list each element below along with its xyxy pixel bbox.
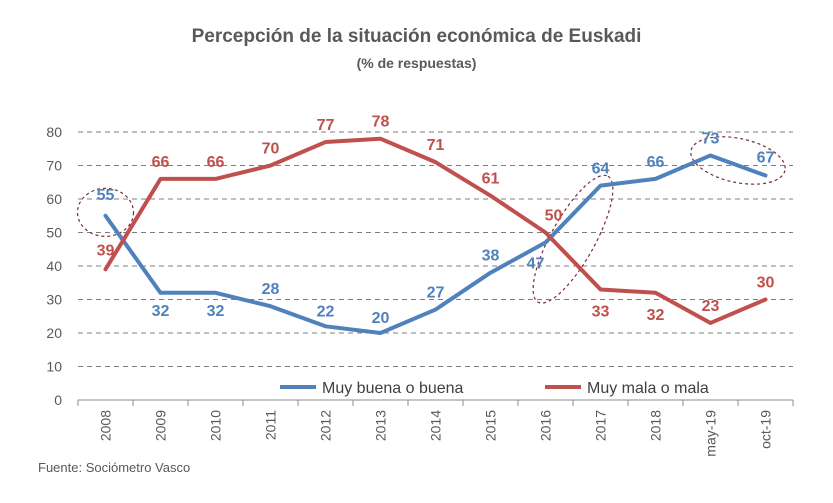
data-label-buena: 47 [527,256,545,273]
data-label-mala: 33 [592,303,610,320]
data-label-mala: 78 [372,114,390,131]
data-label-buena: 73 [702,130,720,147]
data-label-buena: 20 [372,310,390,327]
x-tick-label: 2018 [648,410,664,441]
series-line-mala [103,136,768,325]
data-label-mala: 32 [647,307,665,324]
legend-label: Muy mala o mala [587,380,709,397]
annotation-ellipse-2019 [690,136,786,185]
data-label-buena: 28 [262,281,280,298]
source-note: Fuente: Sociómetro Vasco [38,460,191,475]
data-label-buena: 64 [592,161,610,178]
x-tick-label: 2010 [208,410,224,441]
x-tick-label: 2015 [483,410,499,441]
x-tick-label: 2016 [538,410,554,441]
y-tick-label: 80 [46,124,62,140]
data-label-mala: 77 [317,117,335,134]
data-label-buena: 67 [757,150,775,167]
data-label-mala: 39 [97,242,115,259]
y-tick-label: 0 [54,392,62,408]
data-label-mala: 23 [702,298,720,315]
data-label-mala: 66 [207,154,225,171]
data-label-mala: 61 [482,171,500,188]
y-tick-label: 50 [46,225,62,241]
series-line-buena [103,153,768,335]
annotation-ellipse-2016-2017 [532,174,614,304]
x-tick-label: may-19 [703,410,719,457]
chart-title: Percepción de la situación económica de … [191,26,642,47]
data-label-buena: 22 [317,303,335,320]
data-label-buena: 32 [207,303,225,320]
legend-label: Muy buena o buena [322,380,464,397]
x-tick-label: 2013 [373,410,389,441]
y-tick-label: 30 [46,292,62,308]
x-tick-label: 2011 [263,410,279,440]
data-label-mala: 50 [545,208,563,225]
data-label-buena: 66 [647,154,665,171]
x-tick-label: 2014 [428,410,444,441]
data-label-buena: 38 [482,248,500,265]
data-label-mala: 66 [152,154,170,171]
data-label-buena: 55 [97,187,115,204]
data-label-mala: 30 [757,275,775,292]
x-tick-label: 2012 [318,410,334,441]
y-tick-label: 40 [46,258,62,274]
x-tick-label: 2009 [153,410,169,441]
data-label-mala: 71 [427,137,445,154]
y-tick-label: 60 [46,191,62,207]
x-tick-label: 2008 [98,410,114,441]
y-tick-label: 20 [46,325,62,341]
y-tick-label: 70 [46,158,62,174]
data-label-buena: 32 [152,303,170,320]
y-tick-label: 10 [46,359,62,375]
data-label-mala: 70 [262,141,280,158]
x-tick-label: oct-19 [758,410,774,449]
data-label-buena: 27 [427,285,445,302]
chart-subtitle: (% de respuestas) [356,55,477,71]
annotation-circle-2008 [76,187,135,237]
x-tick-label: 2017 [593,410,609,441]
